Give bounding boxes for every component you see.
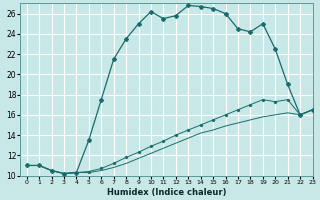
X-axis label: Humidex (Indice chaleur): Humidex (Indice chaleur) xyxy=(107,188,226,197)
